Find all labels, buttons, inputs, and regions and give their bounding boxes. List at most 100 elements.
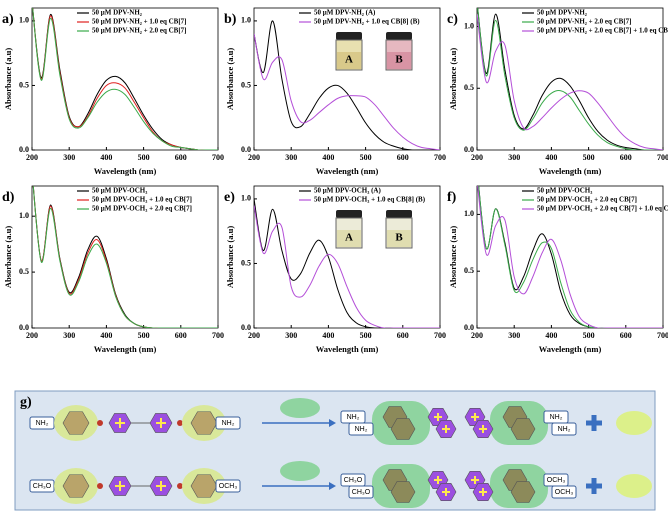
label-box	[348, 422, 374, 436]
legend-label: 50 μM DPV-NH₂ + 1.0 eq CB[8] (B)	[314, 18, 420, 26]
spectrum-line	[254, 205, 440, 328]
x-tick-label: 700	[212, 153, 224, 162]
vial-cap	[386, 32, 412, 40]
spectrum-line	[254, 33, 440, 150]
label-box	[551, 485, 577, 499]
x-tick-label: 200	[26, 331, 38, 340]
x-tick-label: 700	[212, 331, 224, 340]
spectrum-line	[254, 198, 440, 328]
x-axis-label: Wavelength (nm)	[94, 344, 157, 354]
group-label: OCH₃	[547, 477, 566, 484]
x-tick-label: 200	[248, 331, 260, 340]
group-label: NH₂	[355, 426, 368, 433]
phenyl	[190, 411, 218, 435]
x-tick-label: 700	[434, 331, 446, 340]
x-tick-label: 200	[26, 153, 38, 162]
legend-label: 50 μM DPV-OCH₃ + 1.0 eq CB[8] (B)	[314, 196, 426, 204]
group-label: NH₂	[222, 420, 235, 427]
x-tick-label: 700	[657, 153, 668, 162]
spectrum-line	[477, 8, 663, 150]
phenyl	[62, 411, 90, 435]
y-axis-label: Absorbance (a.u)	[448, 48, 458, 111]
panel-label: f)	[447, 190, 457, 205]
x-tick-label: 500	[583, 331, 595, 340]
y-tick-label: 0.0	[19, 145, 29, 154]
x-axis-label: Wavelength (nm)	[539, 344, 602, 354]
phenyl	[62, 474, 90, 498]
x-axis-label: Wavelength (nm)	[316, 344, 379, 354]
group-label: OCH₃	[555, 489, 574, 496]
vial-liquid	[387, 52, 411, 69]
legend-label: 50 μM DPV-OCH₃ + 2.0 eq CB[7]	[537, 196, 637, 204]
x-tick-label: 300	[508, 331, 520, 340]
plot-frame	[31, 7, 219, 151]
vial-cap	[336, 210, 362, 218]
group-label: CH₃O	[33, 483, 52, 490]
y-tick-label: 0.5	[241, 80, 251, 89]
x-tick-label: 400	[100, 331, 112, 340]
plot-frame	[476, 185, 664, 329]
spectrum-line	[477, 14, 663, 150]
x-tick-label: 600	[175, 153, 187, 162]
legend-label: 50 μM DPV-NH₂ + 2.0 eq CB[7] + 1.0 eq CB…	[537, 27, 668, 35]
x-tick-label: 600	[397, 153, 409, 162]
arrow-head	[329, 482, 336, 490]
phenyl	[510, 418, 536, 440]
group-label: NH₂	[347, 414, 360, 421]
phenyl	[390, 418, 416, 440]
y-tick-label: 1.0	[241, 16, 251, 25]
link	[97, 420, 103, 426]
x-tick-label: 600	[397, 331, 409, 340]
x-tick-label: 200	[471, 331, 483, 340]
cb8-pill	[280, 398, 320, 418]
spectrum-line	[254, 20, 440, 150]
legend-label: 50 μM DPV-OCH₃	[92, 187, 147, 195]
label-box	[215, 479, 241, 493]
link	[97, 483, 103, 489]
x-tick-label: 500	[138, 153, 150, 162]
label-box	[215, 416, 241, 430]
y-tick-label: 0.5	[241, 258, 251, 267]
group-label: NH₂	[550, 414, 563, 421]
inset-label: B	[395, 54, 403, 66]
x-tick-label: 400	[545, 331, 557, 340]
group-label: OCH₃	[219, 483, 238, 490]
y-tick-label: 1.0	[464, 209, 474, 218]
label-box	[551, 422, 577, 436]
phenyl	[390, 481, 416, 503]
y-tick-label: 0.5	[464, 83, 474, 92]
plot-frame	[476, 7, 664, 151]
legend-label: 50 μM DPV-OCH₃ + 1.0 eq CB[7]	[92, 196, 192, 204]
legend-label: 50 μM DPV-NH₂	[537, 9, 587, 17]
x-tick-label: 400	[322, 331, 334, 340]
spectrum-line	[477, 8, 663, 150]
group-label: NH₂	[36, 420, 49, 427]
legend-label: 50 μM DPV-OCH₃ + 2.0 eq CB[7] + 1.0 eq C…	[537, 205, 668, 213]
inset-label: A	[345, 54, 353, 66]
arrow-head	[329, 419, 336, 427]
legend-label: 50 μM DPV-NH₂ + 1.0 eq CB[7]	[92, 18, 187, 26]
group-label: CH₃O	[344, 477, 363, 484]
link	[177, 483, 183, 489]
panel-label: c)	[447, 12, 458, 27]
y-axis-label: Absorbance (a.u)	[225, 48, 235, 111]
y-axis-label: Absorbance (a.u)	[3, 48, 13, 111]
vial-cap	[386, 210, 412, 218]
y-tick-label: 0.5	[464, 266, 474, 275]
spectrum-line	[32, 186, 218, 328]
x-tick-label: 700	[657, 331, 668, 340]
x-tick-label: 500	[138, 331, 150, 340]
panel-label: d)	[2, 190, 15, 205]
x-tick-label: 400	[100, 153, 112, 162]
plot-frame	[253, 185, 441, 329]
y-axis-label: Absorbance (a.u)	[448, 226, 458, 289]
y-tick-label: 0.0	[241, 145, 251, 154]
group-label: NH₂	[558, 426, 571, 433]
phenyl	[190, 474, 218, 498]
vial-liquid	[337, 230, 361, 247]
y-tick-label: 1.0	[464, 21, 474, 30]
label-box	[348, 485, 374, 499]
vial-cap	[336, 32, 362, 40]
x-tick-label: 600	[620, 331, 632, 340]
